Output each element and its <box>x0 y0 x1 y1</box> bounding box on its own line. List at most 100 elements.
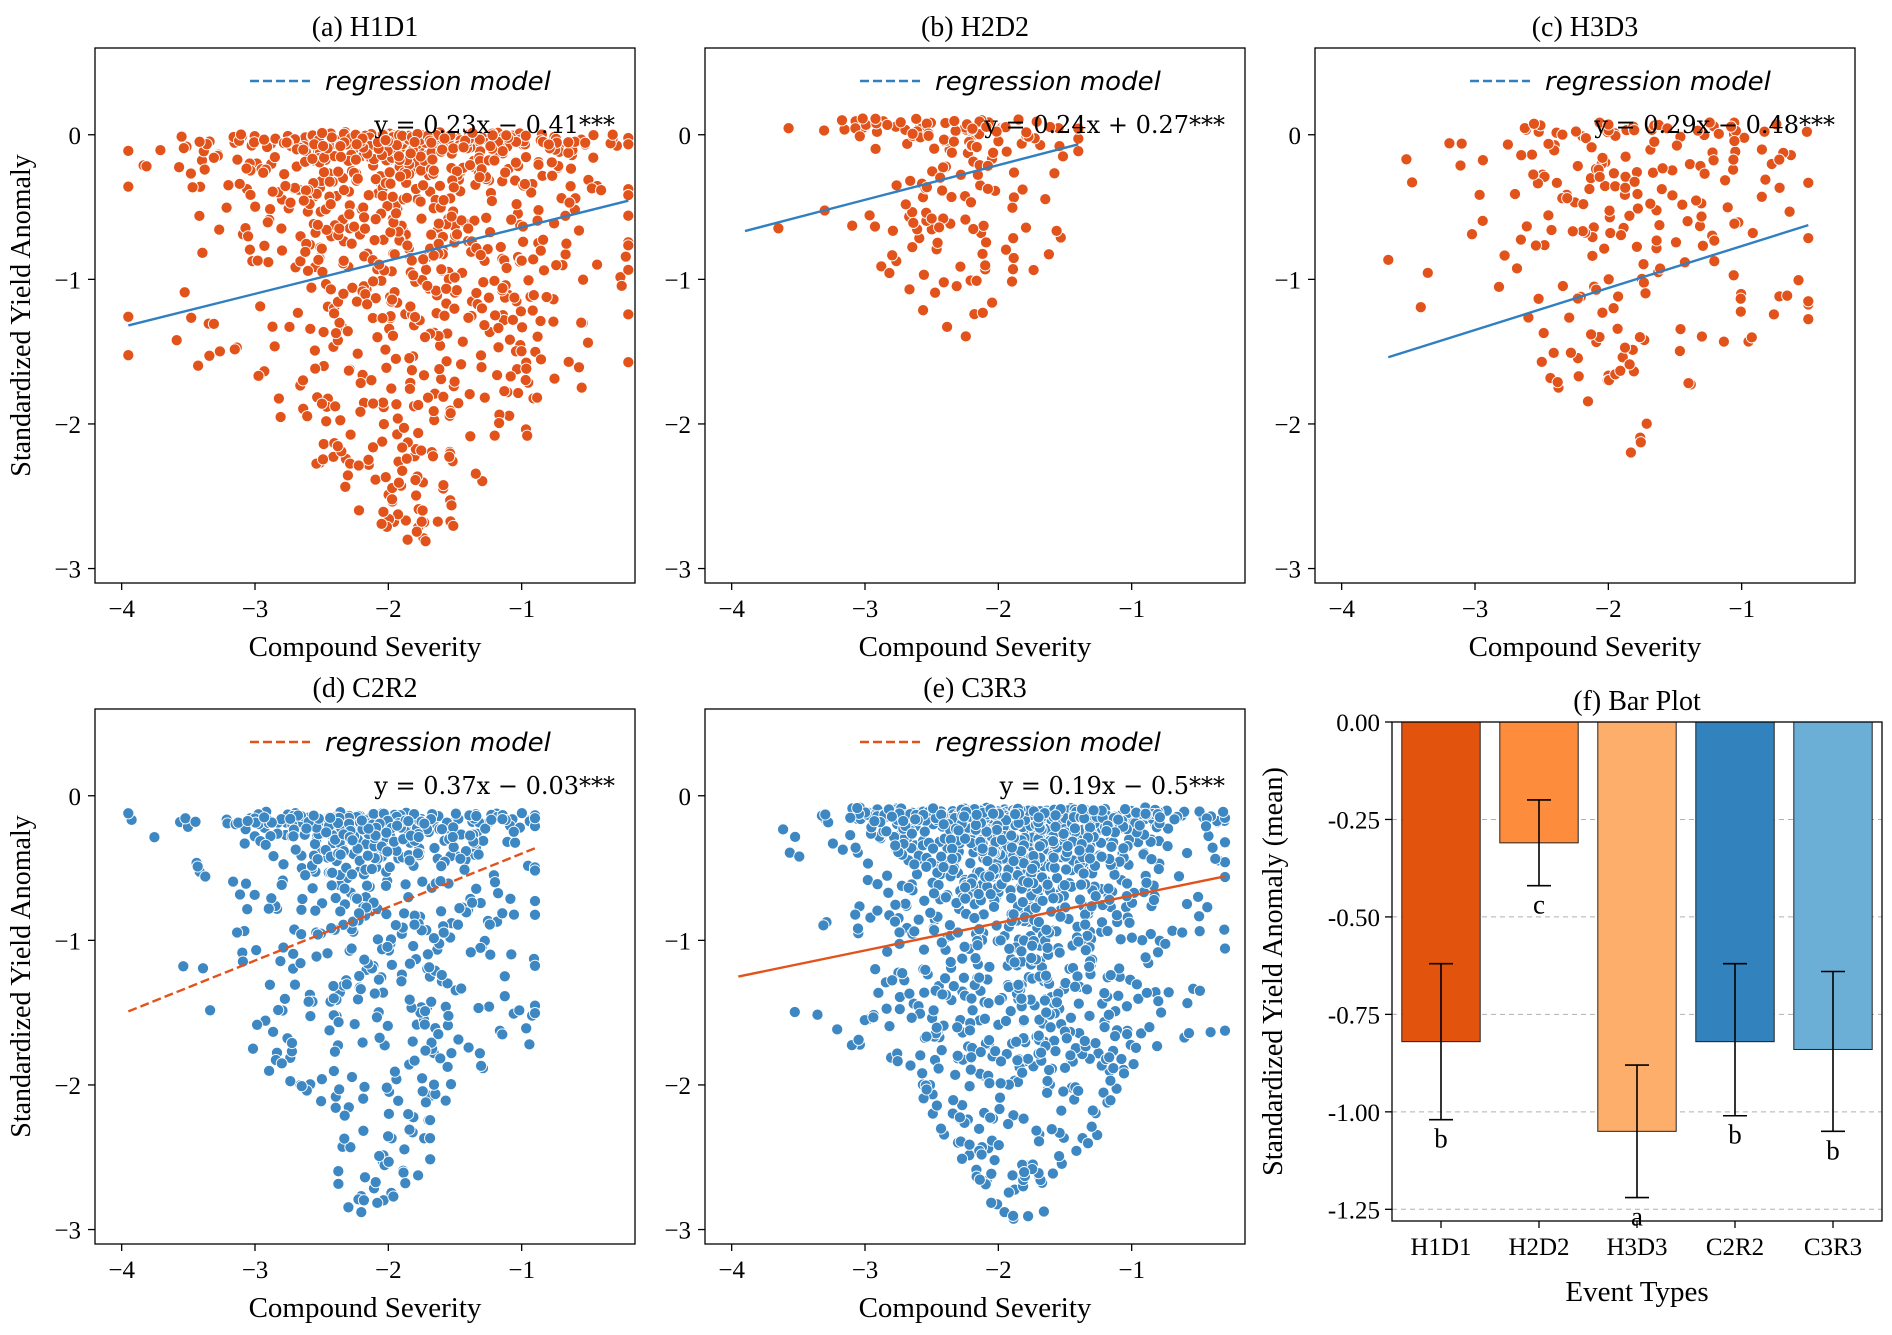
scatter-point <box>587 129 600 142</box>
scatter-point <box>332 1177 345 1190</box>
scatter-point <box>1112 813 1125 826</box>
scatter-point <box>1192 890 1205 903</box>
scatter-point <box>1691 124 1704 137</box>
scatter-point <box>1017 1112 1030 1125</box>
scatter-point <box>525 186 538 199</box>
scatter-point <box>435 823 449 836</box>
scatter-point <box>853 130 866 143</box>
scatter-point <box>241 814 254 828</box>
y-tick-label: −2 <box>1274 412 1301 439</box>
scatter-point <box>231 153 244 166</box>
scatter-point <box>1792 274 1805 287</box>
scatter-point <box>398 907 411 920</box>
scatter-point <box>964 1063 977 1076</box>
scatter-point <box>379 134 392 147</box>
scatter-point <box>1577 198 1590 211</box>
scatter-point <box>1569 125 1583 138</box>
scatter-point <box>910 112 923 125</box>
scatter-point <box>1193 910 1206 923</box>
scatter-point <box>622 263 635 276</box>
scatter-point <box>458 863 471 876</box>
scatter-point <box>362 822 375 835</box>
scatter-point <box>1032 811 1045 824</box>
scatter-point <box>380 361 393 374</box>
scatter-point <box>1666 189 1679 202</box>
scatter-point <box>192 359 205 372</box>
scatter-point <box>591 258 604 271</box>
scatter-point <box>1003 942 1016 955</box>
x-axis-label: Compound Severity <box>859 1292 1092 1324</box>
scatter-point <box>416 504 429 517</box>
scatter-point <box>937 133 951 146</box>
scatter-point <box>1041 878 1054 891</box>
scatter-point <box>448 271 461 284</box>
scatter-point <box>548 372 561 385</box>
scatter-point <box>521 429 534 442</box>
scatter-point <box>285 1036 299 1050</box>
scatter-point <box>1083 960 1096 973</box>
scatter-point <box>1406 176 1419 189</box>
scatter-point <box>361 849 374 862</box>
scatter-point <box>304 1010 317 1023</box>
scatter-point <box>867 1011 880 1024</box>
x-tick-label: −4 <box>108 596 135 623</box>
scatter-point <box>337 254 350 267</box>
scatter-point <box>1071 970 1084 983</box>
scatter-point <box>344 1141 357 1154</box>
scatter-point <box>976 247 989 260</box>
scatter-point <box>1032 915 1045 929</box>
scatter-point <box>885 810 898 823</box>
y-tick-label: −2 <box>664 412 691 439</box>
scatter-point <box>965 992 978 1005</box>
scatter-point <box>440 355 453 368</box>
scatter-point <box>470 809 483 823</box>
regression-line <box>738 875 1226 978</box>
scatter-point <box>1603 204 1616 217</box>
scatter-point <box>411 847 424 860</box>
scatter-point <box>1180 897 1194 911</box>
scatter-point <box>963 1024 976 1037</box>
scatter-point <box>1473 188 1486 201</box>
scatter-point <box>451 918 465 931</box>
scatter-point <box>342 1201 355 1214</box>
y-tick-label: 0 <box>69 123 82 150</box>
scatter-point <box>390 207 403 220</box>
scatter-point <box>366 441 380 454</box>
scatter-point <box>489 309 502 322</box>
scatter-point <box>1703 116 1716 129</box>
scatter-point <box>403 957 416 970</box>
scatter-point <box>971 939 984 952</box>
scatter-point <box>367 275 380 288</box>
scatter-point <box>377 505 390 518</box>
scatter-point <box>248 136 261 149</box>
scatter-point <box>175 130 188 143</box>
scatter-point <box>947 135 960 148</box>
scatter-point <box>979 259 992 272</box>
scatter-point <box>1041 1086 1054 1099</box>
scatter-points <box>122 126 635 548</box>
scatter-point <box>178 286 191 299</box>
y-tick-label: 0 <box>1289 123 1302 150</box>
scatter-point <box>579 136 592 149</box>
scatter-point <box>246 1042 260 1055</box>
scatter-point <box>324 283 337 296</box>
scatter-point <box>177 142 190 155</box>
scatter-point <box>398 1143 411 1156</box>
x-tick-label: −4 <box>108 1257 135 1284</box>
scatter-point <box>1018 1166 1031 1179</box>
scatter-point <box>334 140 347 153</box>
scatter-point <box>1604 226 1617 240</box>
scatter-point <box>1707 154 1720 167</box>
scatter-point <box>379 471 392 484</box>
x-axis-label: Event Types <box>1565 1276 1708 1308</box>
scatter-point <box>453 902 466 915</box>
scatter-point <box>1086 1104 1099 1117</box>
scatter-point <box>1002 1186 1015 1199</box>
scatter-point <box>329 327 343 340</box>
scatter-point <box>1005 275 1019 288</box>
scatter-point <box>426 153 439 166</box>
scatter-point <box>918 894 931 907</box>
scatter-point <box>835 114 849 127</box>
scatter-point <box>987 146 1000 159</box>
scatter-point <box>819 808 832 821</box>
